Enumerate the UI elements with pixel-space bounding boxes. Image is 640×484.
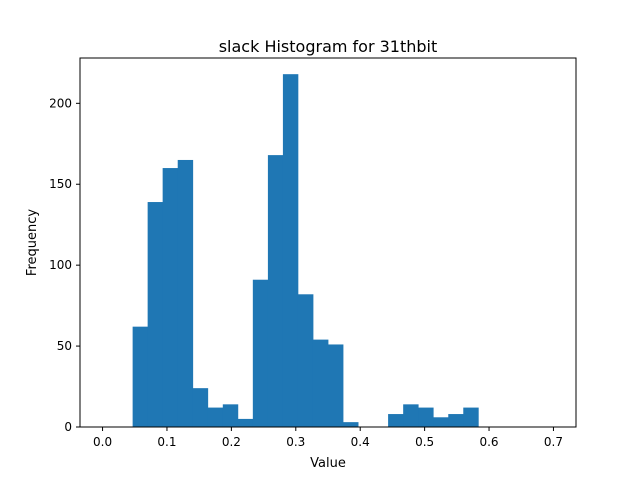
histogram-bar (162, 168, 179, 428)
histogram-bar (267, 155, 284, 428)
x-tick-label: 0.4 (351, 435, 370, 449)
y-tick-label: 150 (49, 177, 72, 191)
x-tick-label: 0.1 (157, 435, 176, 449)
y-tick-label: 200 (49, 96, 72, 110)
ticks-layer: 0.0 0.1 0.2 0.3 0.4 0.5 0.6 0.7 0 50 100 150 200 (49, 96, 563, 449)
chart-title: slack Histogram for 31thbit (219, 37, 438, 56)
histogram-bar (177, 159, 194, 427)
histogram-bar (252, 279, 269, 427)
y-tick-label: 100 (49, 258, 72, 272)
histogram-bar (237, 418, 254, 427)
plot-frame (79, 57, 577, 428)
histogram-bar (343, 422, 359, 427)
histogram-bar (388, 414, 404, 427)
y-axis-label: Frequency (25, 209, 40, 276)
y-tick-label: 50 (57, 339, 72, 353)
bars-layer (132, 74, 479, 428)
histogram-bar (132, 326, 149, 427)
histogram-bar (463, 407, 479, 427)
histogram-bar (222, 404, 239, 427)
x-tick-label: 0.6 (479, 435, 498, 449)
x-tick-label: 0.7 (544, 435, 563, 449)
histogram-bar (297, 294, 314, 427)
histogram-bar (147, 202, 164, 427)
histogram-bar (312, 339, 329, 427)
histogram-bar (328, 344, 344, 427)
x-tick-label: 0.3 (286, 435, 305, 449)
x-tick-label: 0.5 (415, 435, 434, 449)
histogram-bar (418, 407, 434, 427)
histogram-bar (192, 388, 209, 427)
histogram-bar (403, 404, 419, 427)
histogram-bar (433, 417, 449, 427)
y-tick-label: 0 (64, 420, 72, 434)
x-tick-label: 0.2 (222, 435, 241, 449)
histogram-bar (448, 414, 464, 427)
x-axis-label: Value (310, 456, 346, 471)
histogram-bar (207, 407, 224, 427)
x-tick-label: 0.0 (93, 435, 112, 449)
histogram-bar (282, 74, 299, 428)
